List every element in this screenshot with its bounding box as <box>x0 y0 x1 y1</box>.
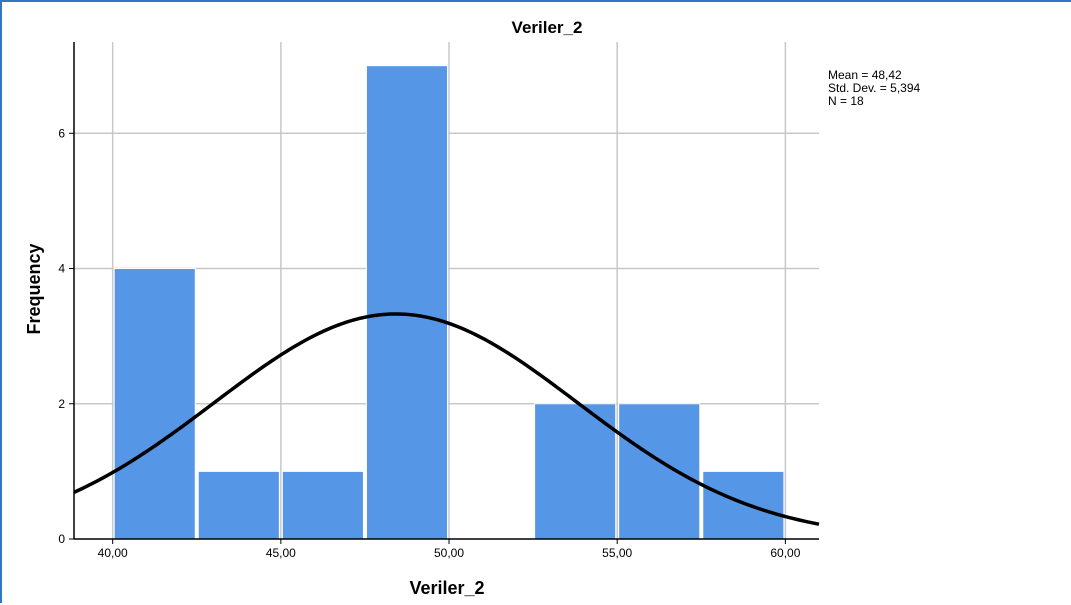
stats-mean: Mean = 48,42 <box>828 68 902 82</box>
histogram-bar <box>281 470 364 540</box>
normal-curve <box>73 312 820 526</box>
x-tick-label: 60,00 <box>770 546 800 560</box>
histogram-bar <box>702 470 785 540</box>
y-tick-label: 4 <box>58 262 65 276</box>
x-tick-label: 45,00 <box>266 546 296 560</box>
y-tick-label: 0 <box>58 532 65 546</box>
axes <box>69 42 819 544</box>
histogram-bar <box>197 470 280 540</box>
stats-std-dev: Std. Dev. = 5,394 <box>828 81 920 95</box>
y-tick-label: 6 <box>58 126 65 140</box>
histogram-bar <box>618 403 701 540</box>
chart-title: Veriler_2 <box>512 18 583 37</box>
x-tick-label: 40,00 <box>98 546 128 560</box>
y-tick-label: 2 <box>58 397 65 411</box>
histogram-bar <box>113 268 196 540</box>
tick-labels: 0 2 4 6 40,00 45,00 50,00 55,00 60,00 <box>58 126 800 560</box>
x-tick-label: 55,00 <box>602 546 632 560</box>
stats-box: Mean = 48,42 Std. Dev. = 5,394 N = 18 <box>828 68 920 108</box>
y-axis-title: Frequency <box>24 243 44 334</box>
histogram-bar <box>365 65 449 540</box>
stats-n: N = 18 <box>828 94 864 108</box>
histogram-bars <box>113 65 785 540</box>
normal-curve-layer <box>73 312 820 526</box>
histogram-bar <box>534 403 617 540</box>
x-axis-title: Veriler_2 <box>409 578 484 598</box>
x-tick-label: 50,00 <box>434 546 464 560</box>
